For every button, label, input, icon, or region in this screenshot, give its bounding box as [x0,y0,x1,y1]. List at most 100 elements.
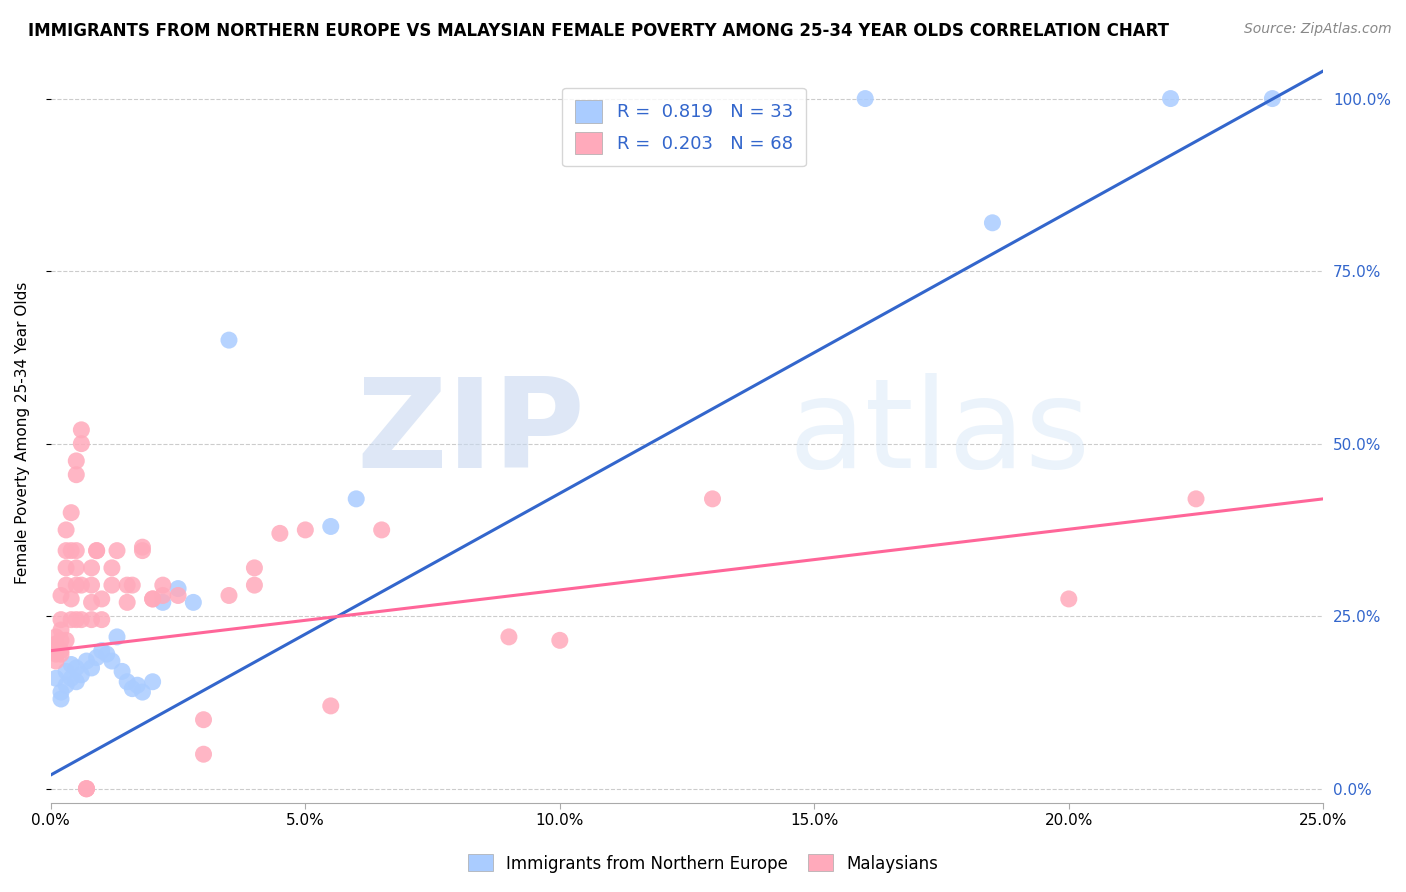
Point [269,526,291,541]
Point [49,685,72,699]
Point [142,591,165,606]
Point [80,578,103,592]
Point [86,650,108,665]
Point [86,543,108,558]
Point [70,668,93,682]
Point [115,674,138,689]
Point [193,747,215,762]
Point [55,561,77,575]
Point [111,665,134,679]
Point [90,643,112,657]
Point [498,630,520,644]
Point [121,681,143,696]
Point [142,674,165,689]
Point [49,633,72,648]
Point [131,540,153,554]
Point [65,467,87,482]
Point [70,613,93,627]
Point [80,595,103,609]
Point [86,543,108,558]
Point [75,654,97,668]
Point [60,613,83,627]
Point [45,637,67,651]
Point [152,589,174,603]
Point [548,633,571,648]
Point [70,423,93,437]
Point [294,523,316,537]
Point [90,613,112,627]
Point [75,781,97,796]
Point [131,543,153,558]
Point [49,613,72,627]
Point [45,654,67,668]
Legend: R =  0.819   N = 33, R =  0.203   N = 68: R = 0.819 N = 33, R = 0.203 N = 68 [562,87,806,166]
Point [55,523,77,537]
Point [60,671,83,685]
Point [70,436,93,450]
Point [65,543,87,558]
Text: atlas: atlas [789,373,1091,494]
Point [115,578,138,592]
Point [55,678,77,692]
Point [1057,591,1080,606]
Point [60,543,83,558]
Point [1185,491,1208,506]
Point [60,591,83,606]
Point [65,454,87,468]
Point [1160,92,1182,106]
Point [55,633,77,648]
Point [167,589,190,603]
Point [65,613,87,627]
Point [1261,92,1284,106]
Point [49,692,72,706]
Point [65,578,87,592]
Point [45,630,67,644]
Point [101,578,124,592]
Point [131,685,153,699]
Point [80,661,103,675]
Text: ZIP: ZIP [357,373,585,494]
Point [80,613,103,627]
Point [183,595,205,609]
Point [45,671,67,685]
Point [65,661,87,675]
Point [96,647,118,661]
Point [60,506,83,520]
Point [218,589,240,603]
Point [65,561,87,575]
Point [853,92,876,106]
Legend: Immigrants from Northern Europe, Malaysians: Immigrants from Northern Europe, Malaysi… [461,847,945,880]
Point [80,561,103,575]
Point [344,491,367,506]
Point [152,578,174,592]
Text: Source: ZipAtlas.com: Source: ZipAtlas.com [1244,22,1392,37]
Point [101,654,124,668]
Point [70,578,93,592]
Point [121,578,143,592]
Point [319,519,342,533]
Point [65,674,87,689]
Point [55,578,77,592]
Point [60,657,83,672]
Point [49,623,72,637]
Point [142,591,165,606]
Text: IMMIGRANTS FROM NORTHERN EUROPE VS MALAYSIAN FEMALE POVERTY AMONG 25-34 YEAR OLD: IMMIGRANTS FROM NORTHERN EUROPE VS MALAY… [28,22,1170,40]
Point [49,647,72,661]
Point [105,543,128,558]
Point [370,523,392,537]
Point [90,591,112,606]
Point [981,216,1004,230]
Point [218,333,240,347]
Point [101,561,124,575]
Point [127,678,149,692]
Point [167,582,190,596]
Point [49,643,72,657]
Y-axis label: Female Poverty Among 25-34 Year Olds: Female Poverty Among 25-34 Year Olds [15,282,30,584]
Point [115,595,138,609]
Point [319,698,342,713]
Point [45,647,67,661]
Point [105,630,128,644]
Point [55,665,77,679]
Point [55,543,77,558]
Point [152,595,174,609]
